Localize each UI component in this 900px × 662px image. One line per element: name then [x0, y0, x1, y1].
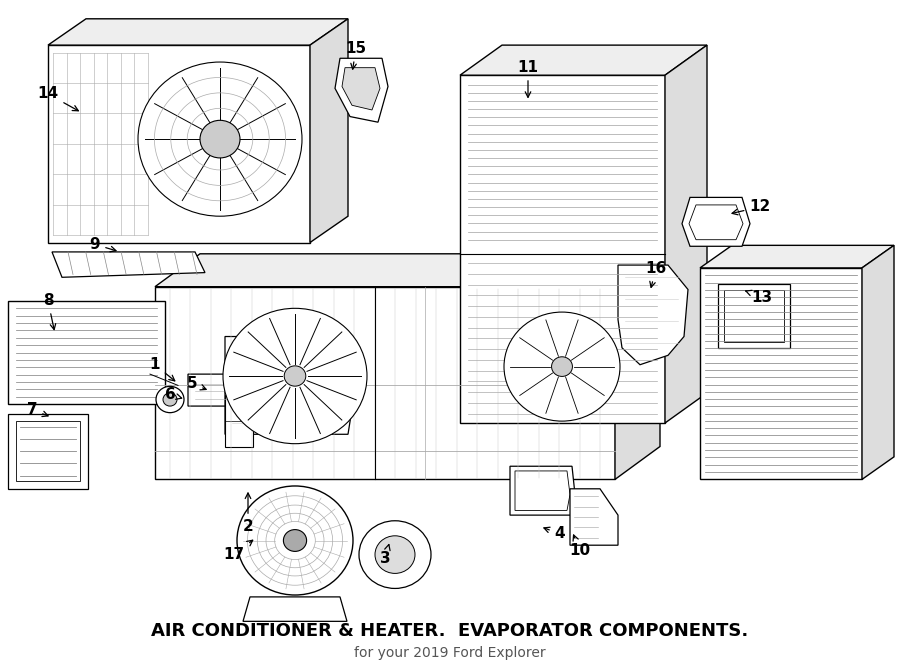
Circle shape [156, 387, 184, 412]
Text: 7: 7 [27, 402, 48, 417]
Polygon shape [682, 197, 750, 246]
Text: 16: 16 [645, 261, 667, 287]
Circle shape [163, 393, 177, 406]
Text: 11: 11 [518, 60, 538, 97]
Text: AIR CONDITIONER & HEATER.  EVAPORATOR COMPONENTS.: AIR CONDITIONER & HEATER. EVAPORATOR COM… [151, 622, 749, 640]
Polygon shape [188, 374, 245, 406]
Polygon shape [243, 597, 347, 622]
Polygon shape [615, 254, 660, 479]
Circle shape [138, 62, 302, 216]
Polygon shape [700, 268, 862, 479]
Polygon shape [342, 68, 380, 110]
Polygon shape [335, 58, 388, 122]
Text: 6: 6 [165, 387, 182, 402]
Text: 9: 9 [90, 237, 116, 252]
Text: 5: 5 [186, 376, 206, 391]
Polygon shape [700, 246, 894, 268]
Polygon shape [460, 45, 707, 75]
Polygon shape [52, 252, 205, 277]
Text: 14: 14 [38, 87, 78, 111]
Polygon shape [48, 19, 348, 45]
Text: 15: 15 [346, 42, 366, 70]
Polygon shape [8, 414, 88, 489]
Text: for your 2019 Ford Explorer: for your 2019 Ford Explorer [355, 645, 545, 659]
Text: 4: 4 [544, 526, 565, 542]
Polygon shape [862, 246, 894, 479]
Bar [225, 395, 253, 448]
Circle shape [223, 308, 367, 444]
Polygon shape [155, 287, 615, 479]
Polygon shape [8, 301, 165, 404]
Text: 2: 2 [243, 493, 254, 534]
Polygon shape [665, 45, 707, 423]
Bar [724, 289, 784, 342]
Text: 13: 13 [746, 289, 772, 305]
Circle shape [359, 521, 431, 589]
Polygon shape [460, 75, 665, 423]
Circle shape [237, 486, 353, 595]
Circle shape [200, 120, 240, 158]
Polygon shape [570, 489, 618, 545]
Circle shape [205, 125, 235, 153]
Circle shape [284, 366, 306, 386]
Text: 3: 3 [380, 544, 391, 566]
Bar [718, 284, 790, 348]
Text: 8: 8 [42, 293, 56, 330]
Circle shape [552, 357, 572, 377]
Circle shape [375, 536, 415, 573]
Text: 17: 17 [223, 540, 253, 562]
Polygon shape [510, 466, 575, 515]
Text: 12: 12 [732, 199, 770, 214]
Polygon shape [618, 265, 688, 365]
Text: 10: 10 [570, 535, 590, 558]
Polygon shape [155, 254, 660, 287]
Text: 1: 1 [149, 357, 175, 381]
Circle shape [284, 530, 307, 551]
Polygon shape [310, 19, 348, 242]
Polygon shape [48, 45, 310, 242]
Circle shape [504, 312, 620, 421]
Polygon shape [225, 336, 355, 434]
